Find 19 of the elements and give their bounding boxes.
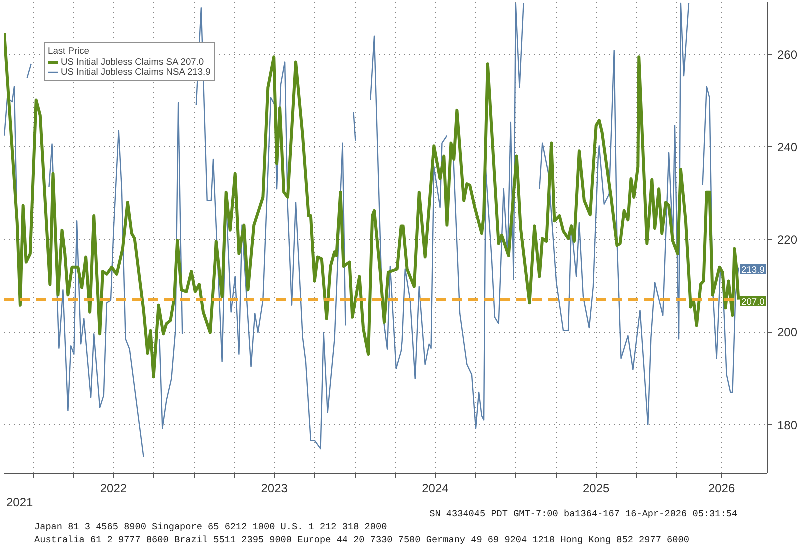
x-tick-label: 2022: [100, 482, 128, 496]
y-tick-label: 240: [778, 140, 798, 154]
annotation: 213.9: [742, 264, 765, 275]
y-tick-label: 260: [778, 48, 798, 62]
x-tick-label: 2024: [422, 482, 450, 496]
text: SN 4334045 PDT GMT-7:00 ba1364-167 16-Apr-2026 05:31:54: [430, 508, 738, 520]
x-tick-label: 2023: [261, 482, 288, 496]
text: 2021: [6, 496, 34, 510]
annotation: 207.0: [742, 296, 765, 307]
x-tick-label: 2025: [582, 482, 610, 496]
y-tick-label: 200: [778, 326, 798, 340]
legend-label: US Initial Jobless Claims SA 207.0: [61, 57, 204, 67]
x-tick-label: 2026: [708, 482, 736, 496]
legend-label: US Initial Jobless Claims NSA 213.9: [61, 67, 211, 77]
legend-title: Last Price: [48, 46, 90, 56]
y-tick-label: 220: [778, 233, 798, 248]
text: Japan 81 3 4565 8900 Singapore 65 6212 1000 U.S. 1 212 318 2000: [34, 522, 388, 532]
y-tick-label: 180: [778, 418, 798, 432]
text: Australia 61 2 9777 8600 Brazil 5511 2395 9000 Europe 44 20 7330 7500 Germany 49 69 9204 1210 Hong Kong 852 2977 6000: [34, 534, 690, 545]
